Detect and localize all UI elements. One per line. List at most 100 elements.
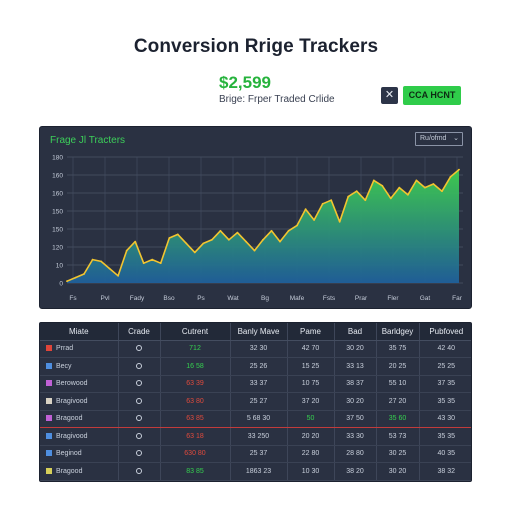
row-cell: 28 80: [334, 445, 377, 463]
data-point: [330, 199, 333, 202]
row-cell: 53 73: [376, 427, 420, 446]
table-row[interactable]: Berowood 63 39 33 37 10 75 38 37 55 10 37 35: [40, 375, 471, 393]
y-tick-label: 150: [52, 227, 63, 234]
x-tick-label: Bso: [163, 295, 175, 302]
row-status-cell: [118, 480, 161, 481]
y-tick-label: 0: [59, 281, 63, 288]
data-point: [381, 184, 384, 187]
row-color-icon: [46, 345, 52, 352]
table-row[interactable]: Bragood 83 85 1863 23 10 30 38 20 30 20 38 32: [40, 462, 471, 481]
row-cell: 42 40: [419, 340, 471, 358]
row-cell: 33 30: [334, 427, 377, 446]
data-point: [262, 238, 264, 241]
table-row[interactable]: Bragivood 63 80 25 27 37 20 30 20 27 20 35 35: [40, 392, 471, 411]
row-status-cell: [118, 427, 161, 446]
row-cell: 27 20: [376, 392, 420, 411]
row-cell: 1133 28: [230, 480, 288, 481]
row-cell: 37 20: [287, 392, 335, 411]
row-color-icon: [46, 380, 52, 387]
row-color-icon: [46, 362, 52, 369]
circle-icon: [136, 345, 142, 352]
column-header[interactable]: Pubfoved: [419, 323, 471, 341]
column-header[interactable]: Pame: [287, 323, 335, 341]
close-button[interactable]: ✕: [381, 87, 398, 104]
row-cell: 33 250: [230, 427, 288, 446]
x-tick-label: Fsts: [323, 295, 336, 302]
x-tick-label: Far: [452, 295, 463, 302]
row-name: Beginod: [56, 450, 82, 458]
row-cell: 35 35: [419, 427, 471, 446]
row-status-cell: [118, 392, 161, 411]
row-cell: 25 26: [230, 357, 288, 376]
row-cell: 37 50: [334, 410, 377, 428]
table-row[interactable]: Prrad 712 32 30 42 70 30 20 35 75 42 40: [40, 340, 471, 358]
row-cell: 20 20: [287, 427, 335, 446]
x-tick-label: Fady: [130, 295, 145, 302]
column-header[interactable]: Miate: [40, 323, 119, 341]
data-point: [142, 262, 145, 265]
row-cell: 38 32: [419, 462, 471, 481]
row-cell: 30 20: [376, 462, 420, 481]
row-cell: 35 75: [376, 340, 420, 358]
row-cell: 38 30: [419, 480, 471, 481]
row-cell: 35 40: [376, 480, 420, 481]
data-point: [83, 273, 85, 275]
data-point: [287, 229, 290, 232]
data-point: [432, 183, 435, 185]
x-tick-label: Gat: [420, 295, 431, 302]
data-point: [296, 224, 298, 227]
table-row[interactable]: Beginod 630 80 25 37 22 80 28 80 30 25 40 35: [40, 445, 471, 463]
row-cell: 25 27: [230, 392, 288, 411]
table-row[interactable]: Bragood 63 85 5 68 30 50 37 50 35 60 43 30: [40, 410, 471, 428]
circle-icon: [136, 362, 142, 369]
data-point: [245, 240, 247, 243]
x-tick-label: Mafe: [290, 295, 305, 302]
row-name-cell: Mosst: [40, 480, 119, 481]
chart-panel: 0 10 120 150 150 160 160 180 Fs Pvl Fady Bso Ps Wat Bg…: [39, 126, 472, 309]
data-point: [108, 267, 111, 270]
data-point: [66, 280, 68, 283]
data-point: [389, 197, 392, 200]
column-header[interactable]: Barldgey: [376, 323, 420, 341]
row-name: Bragivood: [56, 432, 88, 440]
price-value: $2,599: [219, 73, 271, 92]
cta-button[interactable]: CCA HCNT: [403, 86, 461, 105]
data-point: [74, 276, 77, 279]
column-header[interactable]: Crade: [118, 323, 161, 341]
row-status-cell: [118, 357, 161, 376]
row-current-cell: §?? 73: [160, 480, 231, 481]
y-tick-label: 160: [52, 173, 63, 180]
y-tick-label: 180: [52, 155, 63, 162]
chart-title: Frage Jl Tracters: [50, 135, 126, 146]
range-select[interactable]: Ru/ofmd ⌄: [415, 132, 463, 146]
row-cell: 30 50: [334, 480, 377, 481]
row-cell: 30 20: [334, 340, 377, 358]
row-color-icon: [46, 432, 52, 439]
column-header[interactable]: Banly Mave: [230, 323, 288, 341]
data-point: [398, 186, 401, 189]
y-tick-label: 10: [56, 263, 64, 270]
data-point: [270, 229, 273, 232]
column-header[interactable]: Bad: [334, 323, 377, 341]
data-point: [338, 220, 341, 223]
x-tick-label: Fs: [69, 295, 77, 302]
data-point: [279, 240, 281, 243]
data-point: [415, 179, 418, 182]
row-name: Bragivood: [56, 397, 88, 405]
row-current-cell: 16 58: [160, 357, 231, 376]
data-point: [236, 231, 239, 234]
row-cell: 22 80: [287, 445, 335, 463]
table-row[interactable]: Becy 16 58 25 26 15 25 33 13 20 25 25 25: [40, 357, 471, 376]
area-chart: 0 10 120 150 150 160 160 180 Fs Pvl Fady Bso Ps Wat Bg…: [52, 155, 463, 302]
row-cell: 37 35: [419, 375, 471, 393]
data-point: [91, 258, 94, 261]
column-header[interactable]: Cutrent: [160, 323, 231, 341]
row-cell: 33 37: [230, 375, 288, 393]
y-tick-label: 150: [52, 209, 63, 216]
row-cell: 30 20: [334, 392, 377, 411]
x-tick-label: Pvl: [100, 295, 110, 302]
row-cell: 35 35: [419, 392, 471, 411]
table-row[interactable]: Bragivood 63 18 33 250 20 20 33 30 53 73 35 35: [40, 427, 471, 446]
data-point: [159, 262, 162, 265]
